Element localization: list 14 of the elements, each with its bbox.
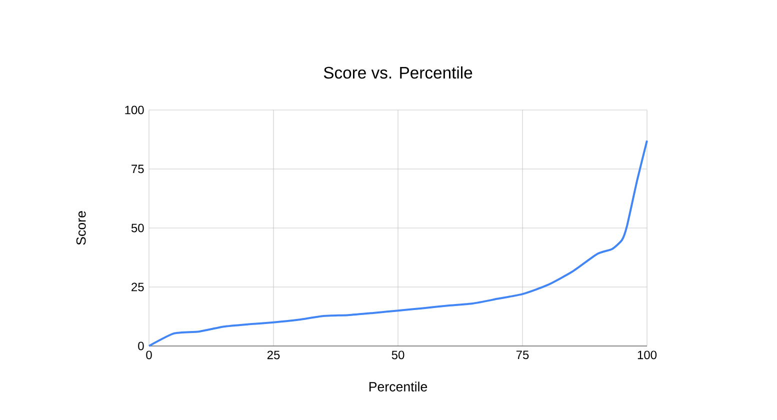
y-axis-title: Score (76, 211, 86, 245)
x-tick-label: 100 (638, 350, 657, 360)
chart-title: Score vs. Percentile (324, 66, 472, 79)
x-tick-label: 0 (146, 350, 152, 360)
y-tick-label: 75 (132, 164, 144, 174)
x-tick-label: 25 (267, 350, 280, 360)
x-axis-title: Percentile (369, 382, 428, 392)
y-tick-label: 100 (125, 106, 144, 114)
x-tick-label: 75 (516, 350, 529, 360)
x-tick-label: 50 (392, 350, 404, 360)
y-tick-label: 0 (138, 342, 144, 350)
line-series (148, 140, 648, 347)
y-tick-label: 50 (131, 224, 144, 232)
y-tick-label: 25 (132, 282, 144, 292)
